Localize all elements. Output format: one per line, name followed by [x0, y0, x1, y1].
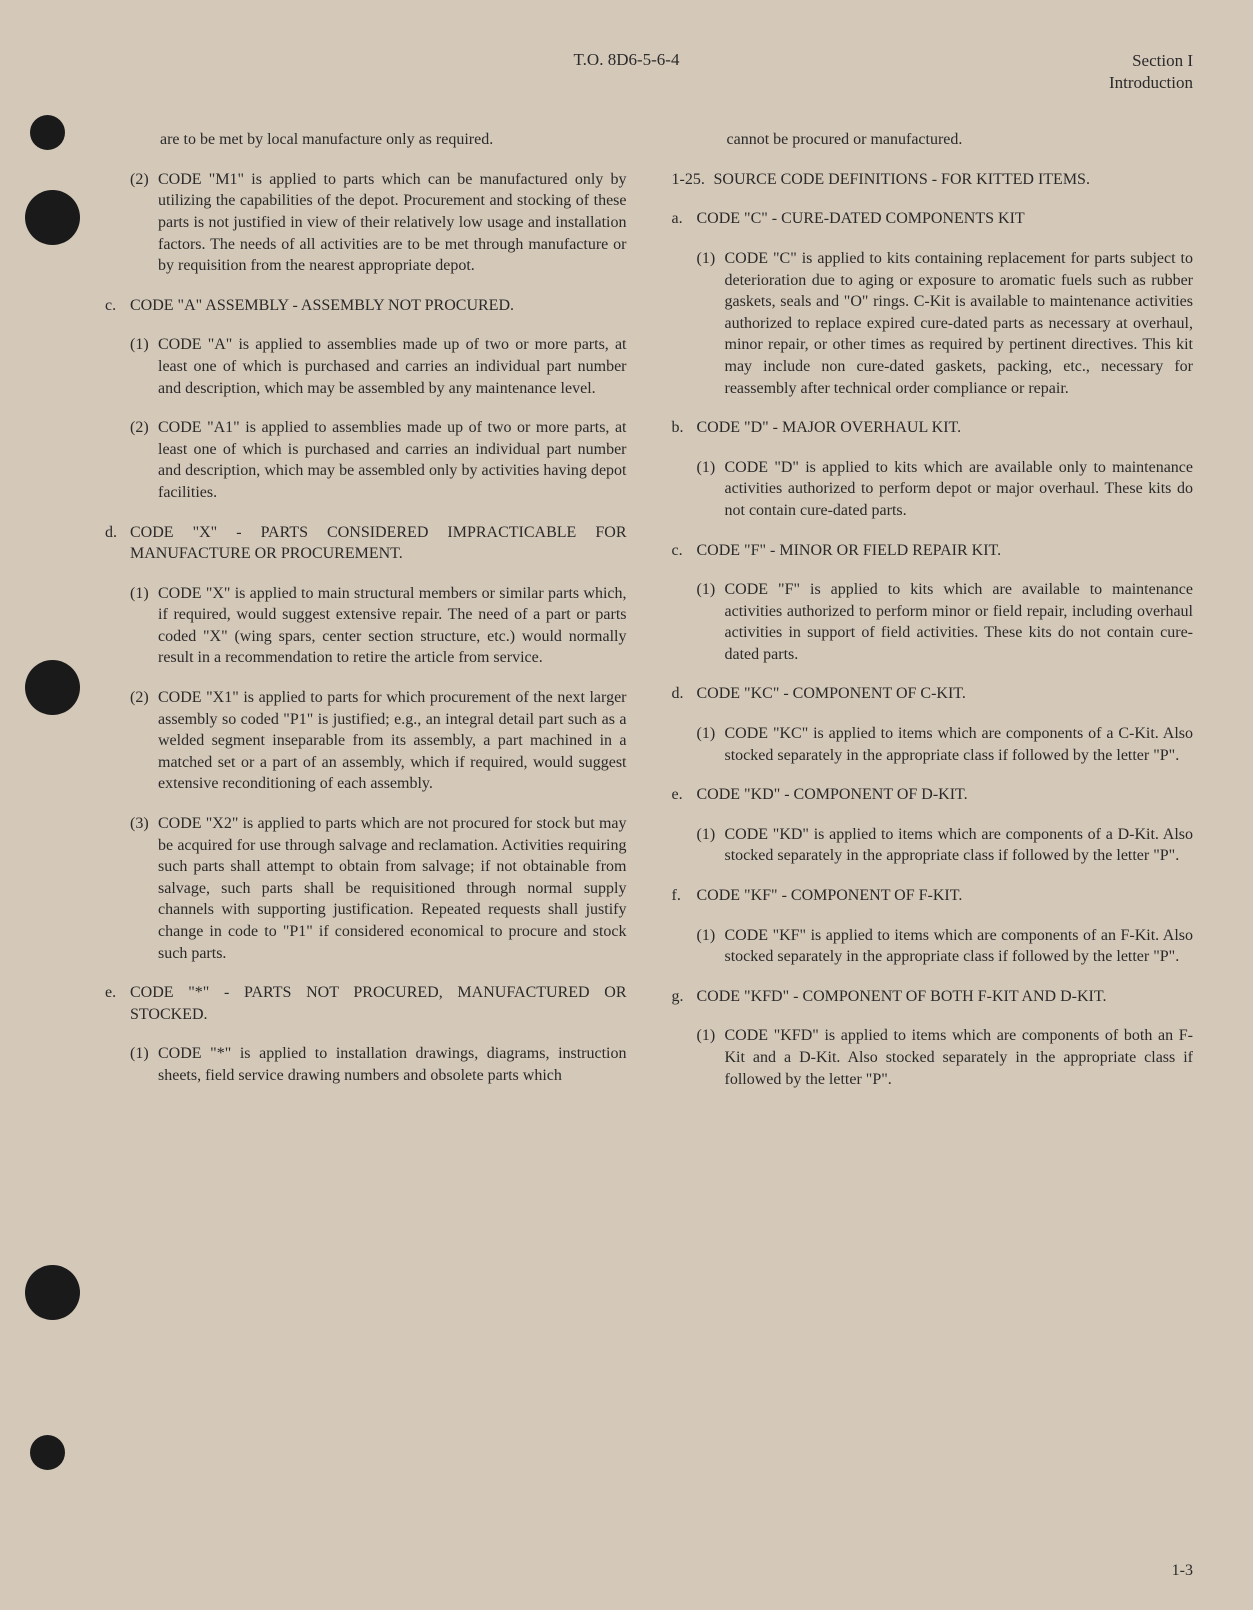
numbered-item: (1) CODE "F" is applied to kits which ar… — [667, 579, 1194, 665]
item-number: (1) — [130, 583, 158, 669]
section-line1: Section I — [1109, 50, 1193, 72]
section-number: 1-25. — [672, 169, 714, 191]
item-text: CODE "X1" is applied to parts for which … — [158, 687, 627, 795]
numbered-item: (1) CODE "KC" is applied to items which … — [667, 723, 1194, 766]
item-heading: CODE "A" ASSEMBLY - ASSEMBLY NOT PROCURE… — [130, 295, 627, 317]
item-number: (1) — [697, 248, 725, 399]
lettered-item: g. CODE "KFD" - COMPONENT OF BOTH F-KIT … — [667, 986, 1194, 1008]
item-number: (2) — [130, 687, 158, 795]
item-text: CODE "*" is applied to installation draw… — [158, 1043, 627, 1086]
item-text: CODE "X2" is applied to parts which are … — [158, 813, 627, 964]
item-number: (2) — [130, 417, 158, 503]
item-letter: a. — [672, 208, 697, 230]
page-header: T.O. 8D6-5-6-4 Section I Introduction — [100, 50, 1193, 94]
item-text: CODE "M1" is applied to parts which can … — [158, 169, 627, 277]
item-text: CODE "KD" is applied to items which are … — [725, 824, 1194, 867]
item-number: (2) — [130, 169, 158, 277]
item-number: (1) — [697, 824, 725, 867]
lettered-item: d. CODE "KC" - COMPONENT OF C-KIT. — [667, 683, 1194, 705]
lettered-item: b. CODE "D" - MAJOR OVERHAUL KIT. — [667, 417, 1194, 439]
item-number: (1) — [697, 723, 725, 766]
lettered-item: e. CODE "*" - PARTS NOT PROCURED, MANUFA… — [100, 982, 627, 1025]
lettered-item: f. CODE "KF" - COMPONENT OF F-KIT. — [667, 885, 1194, 907]
numbered-item: (1) CODE "KFD" is applied to items which… — [667, 1025, 1194, 1090]
numbered-item: (1) CODE "C" is applied to kits containi… — [667, 248, 1194, 399]
item-heading: CODE "C" - CURE-DATED COMPONENTS KIT — [697, 208, 1194, 230]
numbered-item: (1) CODE "A" is applied to assemblies ma… — [100, 334, 627, 399]
lettered-item: a. CODE "C" - CURE-DATED COMPONENTS KIT — [667, 208, 1194, 230]
numbered-item: (1) CODE "*" is applied to installation … — [100, 1043, 627, 1086]
item-heading: CODE "KFD" - COMPONENT OF BOTH F-KIT AND… — [697, 986, 1194, 1008]
binder-hole — [25, 1265, 80, 1320]
item-heading: CODE "KF" - COMPONENT OF F-KIT. — [697, 885, 1194, 907]
item-number: (1) — [697, 457, 725, 522]
content-columns: are to be met by local manufacture only … — [100, 129, 1193, 1108]
item-number: (1) — [697, 1025, 725, 1090]
item-number: (1) — [697, 579, 725, 665]
section-heading: 1-25. SOURCE CODE DEFINITIONS - FOR KITT… — [672, 169, 1194, 191]
numbered-item: (1) CODE "KD" is applied to items which … — [667, 824, 1194, 867]
document-number: T.O. 8D6-5-6-4 — [574, 50, 680, 70]
item-heading: CODE "KC" - COMPONENT OF C-KIT. — [697, 683, 1194, 705]
binder-hole — [30, 115, 65, 150]
lettered-item: e. CODE "KD" - COMPONENT OF D-KIT. — [667, 784, 1194, 806]
right-column: cannot be procured or manufactured. 1-25… — [667, 129, 1194, 1108]
item-letter: c. — [672, 540, 697, 562]
item-heading: CODE "X" - PARTS CONSIDERED IMPRACTICABL… — [130, 522, 627, 565]
numbered-item: (3) CODE "X2" is applied to parts which … — [100, 813, 627, 964]
binder-hole — [30, 1435, 65, 1470]
numbered-item: (2) CODE "M1" is applied to parts which … — [100, 169, 627, 277]
continuation-text: are to be met by local manufacture only … — [160, 129, 627, 151]
item-letter: e. — [105, 982, 130, 1025]
item-text: CODE "KF" is applied to items which are … — [725, 925, 1194, 968]
numbered-item: (1) CODE "X" is applied to main structur… — [100, 583, 627, 669]
binder-hole — [25, 190, 80, 245]
lettered-item: c. CODE "F" - MINOR OR FIELD REPAIR KIT. — [667, 540, 1194, 562]
item-heading: CODE "*" - PARTS NOT PROCURED, MANUFACTU… — [130, 982, 627, 1025]
item-letter: e. — [672, 784, 697, 806]
item-text: CODE "D" is applied to kits which are av… — [725, 457, 1194, 522]
page-number: 1-3 — [1172, 1562, 1193, 1580]
item-number: (1) — [130, 334, 158, 399]
item-letter: g. — [672, 986, 697, 1008]
item-number: (1) — [697, 925, 725, 968]
item-heading: CODE "KD" - COMPONENT OF D-KIT. — [697, 784, 1194, 806]
numbered-item: (2) CODE "A1" is applied to assemblies m… — [100, 417, 627, 503]
item-text: CODE "KFD" is applied to items which are… — [725, 1025, 1194, 1090]
lettered-item: c. CODE "A" ASSEMBLY - ASSEMBLY NOT PROC… — [100, 295, 627, 317]
item-letter: f. — [672, 885, 697, 907]
item-text: CODE "C" is applied to kits containing r… — [725, 248, 1194, 399]
numbered-item: (1) CODE "D" is applied to kits which ar… — [667, 457, 1194, 522]
item-text: CODE "A1" is applied to assemblies made … — [158, 417, 627, 503]
item-heading: CODE "F" - MINOR OR FIELD REPAIR KIT. — [697, 540, 1194, 562]
left-column: are to be met by local manufacture only … — [100, 129, 627, 1108]
item-letter: c. — [105, 295, 130, 317]
item-number: (3) — [130, 813, 158, 964]
item-text: CODE "X" is applied to main structural m… — [158, 583, 627, 669]
numbered-item: (1) CODE "KF" is applied to items which … — [667, 925, 1194, 968]
binder-hole — [25, 660, 80, 715]
item-text: CODE "A" is applied to assemblies made u… — [158, 334, 627, 399]
numbered-item: (2) CODE "X1" is applied to parts for wh… — [100, 687, 627, 795]
item-text: CODE "KC" is applied to items which are … — [725, 723, 1194, 766]
item-letter: b. — [672, 417, 697, 439]
continuation-text: cannot be procured or manufactured. — [727, 129, 1194, 151]
item-letter: d. — [105, 522, 130, 565]
item-heading: CODE "D" - MAJOR OVERHAUL KIT. — [697, 417, 1194, 439]
item-text: CODE "F" is applied to kits which are av… — [725, 579, 1194, 665]
item-letter: d. — [672, 683, 697, 705]
item-number: (1) — [130, 1043, 158, 1086]
section-label: Section I Introduction — [1109, 50, 1193, 94]
section-title: SOURCE CODE DEFINITIONS - FOR KITTED ITE… — [714, 169, 1194, 191]
section-line2: Introduction — [1109, 72, 1193, 94]
lettered-item: d. CODE "X" - PARTS CONSIDERED IMPRACTIC… — [100, 522, 627, 565]
